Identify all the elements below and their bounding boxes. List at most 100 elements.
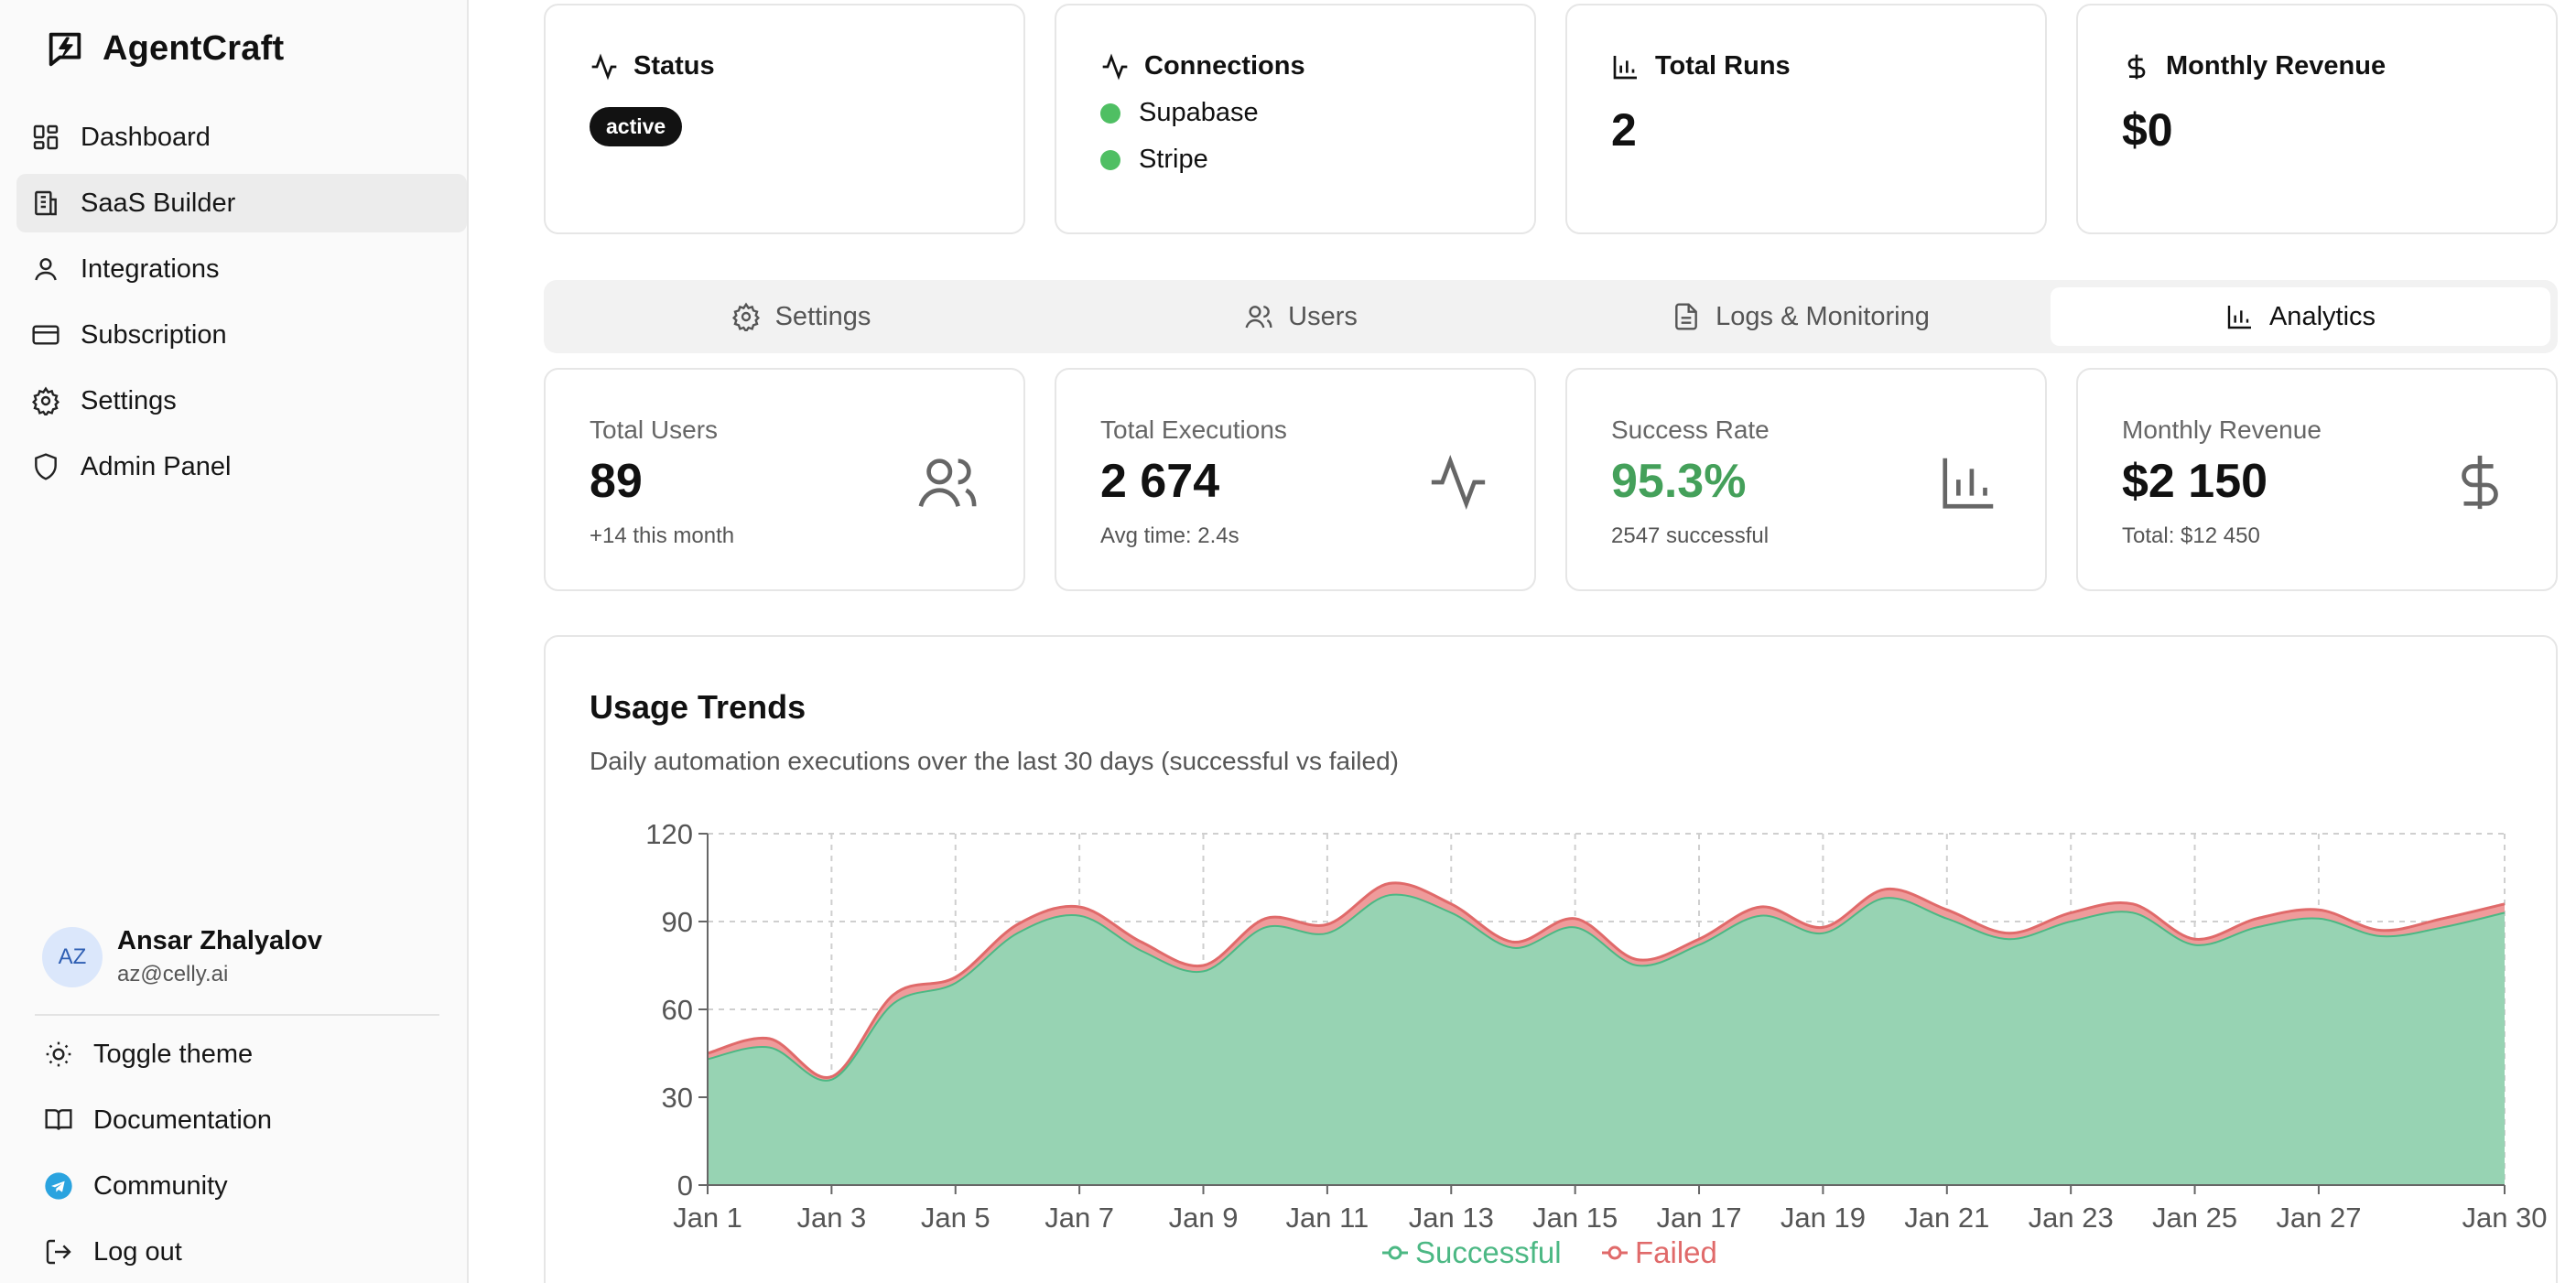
- users-icon: [918, 458, 977, 507]
- stat-sub: Avg time: 2.4s: [1100, 523, 1239, 548]
- sidebar-item-admin-panel[interactable]: Admin Panel: [16, 437, 467, 496]
- stat-sub: Total: $12 450: [2122, 523, 2260, 548]
- connection-item: Stripe: [1100, 145, 1534, 175]
- bolt-chat-icon: [49, 32, 81, 67]
- tab-label: Settings: [774, 301, 871, 331]
- legend-label: Failed: [1635, 1235, 1717, 1269]
- y-tick-label: 60: [662, 994, 693, 1026]
- divider: [35, 1014, 439, 1016]
- tab-bar: Settings Users Logs & Monitoring Analyti…: [544, 280, 2558, 353]
- bar-chart-icon: [1613, 55, 1637, 79]
- stat-sub: 2547 successful: [1611, 523, 1770, 548]
- user-icon: [35, 258, 57, 281]
- sidebar-item-saas-builder[interactable]: SaaS Builder: [16, 174, 467, 232]
- shield-icon: [35, 453, 57, 480]
- connected-status-dot: [1100, 149, 1120, 170]
- sidebar: AgentCraft Dashboard SaaS Builder Integr…: [0, 0, 469, 1283]
- legend-swatch-marker: [1607, 1245, 1622, 1260]
- documentation-link[interactable]: Documentation: [27, 1091, 449, 1149]
- users-icon: [1245, 306, 1272, 329]
- gear-icon: [731, 302, 760, 331]
- sidebar-item-label: SaaS Builder: [81, 188, 236, 218]
- x-tick-label: Jan 9: [1169, 1202, 1239, 1234]
- user-profile[interactable]: AZ Ansar Zhalyalov az@celly.ai: [42, 926, 322, 987]
- sidebar-nav: Dashboard SaaS Builder Integrations Subs…: [16, 108, 467, 503]
- y-tick-label: 120: [645, 818, 693, 850]
- x-tick-label: Jan 7: [1044, 1202, 1114, 1234]
- brand-name: AgentCraft: [103, 28, 285, 68]
- toggle-theme-button[interactable]: Toggle theme: [27, 1025, 449, 1084]
- sun-icon: [46, 1041, 71, 1067]
- book-icon: [45, 1109, 72, 1130]
- stat-label: Monthly Revenue: [2122, 415, 2322, 444]
- x-tick-label: Jan 1: [673, 1202, 742, 1234]
- status-badge: active: [590, 107, 683, 146]
- area-successful: [708, 894, 2505, 1185]
- legend-label: Successful: [1415, 1235, 1562, 1269]
- chart-description: Daily automation executions over the las…: [590, 747, 1399, 775]
- dollar-icon: [2127, 54, 2146, 79]
- avatar: AZ: [42, 926, 103, 987]
- y-tick-label: 30: [662, 1082, 693, 1114]
- sidebar-item-settings[interactable]: Settings: [16, 372, 467, 430]
- sidebar-item-integrations[interactable]: Integrations: [16, 240, 467, 298]
- user-email: az@celly.ai: [117, 962, 229, 987]
- stat-label: Success Rate: [1611, 415, 1770, 444]
- telegram-icon: [45, 1172, 72, 1200]
- stat-value: 2 674: [1100, 455, 1220, 508]
- card-title: Monthly Revenue: [2166, 51, 2387, 81]
- tab-label: Analytics: [2268, 301, 2376, 331]
- stat-card-monthly-revenue: Monthly Revenue $2 150 Total: $12 450: [2076, 368, 2558, 591]
- card-title: Total Runs: [1655, 51, 1791, 81]
- connection-item: Supabase: [1100, 98, 1534, 128]
- card-title: Connections: [1144, 51, 1305, 81]
- activity-icon: [1431, 455, 1486, 510]
- sidebar-footer: Toggle theme Documentation Community Log…: [27, 1025, 449, 1283]
- file-icon: [1675, 303, 1697, 330]
- stat-value: 89: [590, 455, 643, 508]
- connection-name: Stripe: [1139, 145, 1208, 174]
- tab-analytics[interactable]: Analytics: [2051, 287, 2550, 346]
- tab-logs-monitoring[interactable]: Logs & Monitoring: [1551, 287, 2051, 346]
- y-tick-label: 90: [662, 906, 693, 938]
- x-tick-label: Jan 27: [2276, 1202, 2361, 1234]
- y-tick-label: 0: [677, 1170, 693, 1202]
- stat-sub: +14 this month: [590, 523, 735, 548]
- brand[interactable]: AgentCraft: [44, 27, 284, 70]
- community-link[interactable]: Community: [27, 1157, 449, 1215]
- sidebar-item-label: Integrations: [81, 253, 220, 284]
- stat-card-total-users: Total Users 89 +14 this month: [544, 368, 1025, 591]
- x-tick-label: Jan 17: [1656, 1202, 1741, 1234]
- sidebar-item-label: Subscription: [81, 319, 227, 350]
- sidebar-item-dashboard[interactable]: Dashboard: [16, 108, 467, 167]
- activity-icon: [591, 53, 617, 80]
- tab-users[interactable]: Users: [1051, 287, 1551, 346]
- stat-card-total-executions: Total Executions 2 674 Avg time: 2.4s: [1055, 368, 1536, 591]
- stat-card-success-rate: Success Rate 95.3% 2547 successful: [1565, 368, 2047, 591]
- logout-button[interactable]: Log out: [27, 1223, 449, 1281]
- line-successful: [707, 893, 2506, 1082]
- sidebar-item-label: Admin Panel: [81, 451, 232, 481]
- x-tick-label: Jan 3: [796, 1202, 866, 1234]
- footer-item-label: Toggle theme: [93, 1039, 254, 1069]
- tab-settings[interactable]: Settings: [551, 287, 1051, 346]
- chart-title: Usage Trends: [590, 688, 806, 726]
- x-tick-label: Jan 11: [1286, 1202, 1369, 1234]
- stat-label: Total Users: [590, 415, 719, 444]
- x-tick-label: Jan 23: [2029, 1202, 2114, 1234]
- x-tick-label: Jan 21: [1904, 1202, 1989, 1234]
- footer-item-label: Log out: [93, 1236, 182, 1267]
- connected-status-dot: [1100, 102, 1120, 124]
- stat-label: Total Executions: [1100, 415, 1287, 444]
- x-tick-label: Jan 15: [1532, 1202, 1618, 1234]
- bar-chart-icon: [2227, 306, 2251, 329]
- dollar-icon: [2462, 455, 2498, 510]
- card-title: Status: [633, 51, 715, 81]
- total-runs-value: 2: [1611, 104, 1637, 156]
- footer-item-label: Community: [93, 1170, 228, 1201]
- footer-item-label: Documentation: [93, 1105, 273, 1135]
- sidebar-item-subscription[interactable]: Subscription: [16, 306, 467, 364]
- connections-card: Connections Supabase Stripe: [1055, 4, 1536, 234]
- gear-icon: [31, 386, 60, 415]
